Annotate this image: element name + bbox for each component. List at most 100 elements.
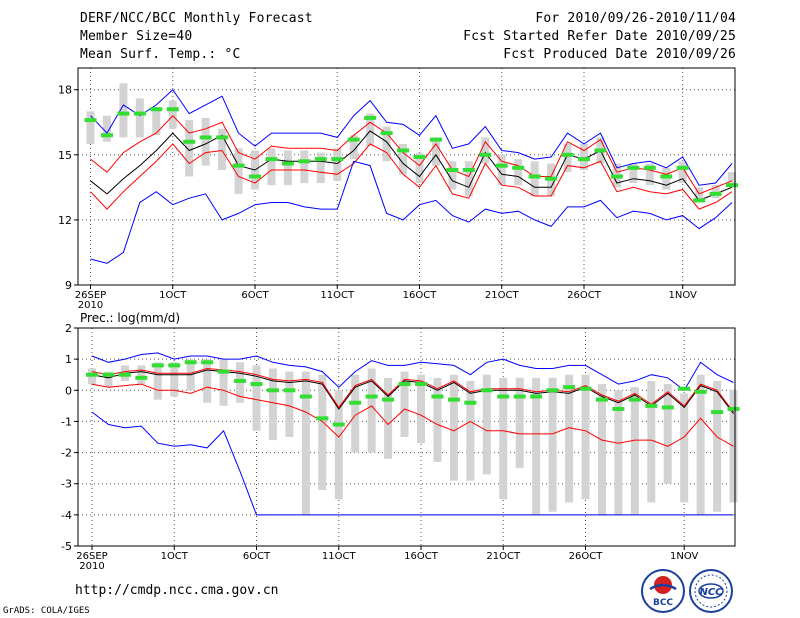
temp-median-marker xyxy=(413,154,426,159)
temp-median-marker xyxy=(347,137,360,142)
prec-range-box xyxy=(729,390,738,503)
prec-range-box xyxy=(663,384,672,484)
prec-y-tick-label: -5 xyxy=(61,540,72,553)
temp-range-box xyxy=(530,161,539,197)
temp-range-box xyxy=(415,152,424,184)
prec-range-box xyxy=(482,374,491,475)
prec-range-box xyxy=(203,359,212,403)
prec-x-tick-label: 11OCT xyxy=(322,551,357,562)
temp-plot-frame xyxy=(77,67,736,286)
temp-x-tick-label: 11OCT xyxy=(320,290,355,301)
prec-range-box xyxy=(680,393,689,503)
prec-median-marker xyxy=(283,388,296,393)
temp-x-tick-label: 26SEP xyxy=(75,290,106,301)
temp-median-marker xyxy=(693,198,706,203)
temp-median-marker xyxy=(100,133,113,138)
temp-range-box xyxy=(580,143,588,170)
temp-median-marker xyxy=(232,163,245,168)
prec-median-marker xyxy=(447,397,460,402)
prec-series-ensemble-mean xyxy=(91,369,734,414)
footer-url[interactable]: http://cmdp.ncc.cma.gov.cn xyxy=(75,583,279,598)
prec-median-marker xyxy=(595,397,608,402)
prec-median-marker xyxy=(645,403,658,408)
prec-median-marker xyxy=(217,369,230,374)
temp-range-box xyxy=(168,100,177,129)
prec-range-box xyxy=(581,374,590,500)
temp-x-tick-label: 1NOV xyxy=(669,290,698,301)
temp-median-marker xyxy=(183,139,196,144)
prec-median-marker xyxy=(86,372,98,377)
temp-range-box xyxy=(234,148,243,194)
temp-x-tick-label: 26OCT xyxy=(567,290,602,301)
temp-range-box xyxy=(497,154,506,186)
prec-range-box xyxy=(630,387,639,515)
prec-y-tick-label: 1 xyxy=(65,353,72,366)
temp-median-marker xyxy=(166,107,179,112)
prec-range-box xyxy=(367,368,376,453)
temp-range-box xyxy=(300,150,309,184)
temp-x-tick-label: 6OCT xyxy=(241,290,269,301)
prec-x-tick-sublabel: 2010 xyxy=(79,561,104,572)
temp-series-ensemble-max xyxy=(90,88,733,186)
fcst-produced-date: Fcst Produced Date 2010/09/26 xyxy=(503,47,736,62)
temp-range-box xyxy=(399,143,408,175)
temp-range-box xyxy=(448,161,457,190)
temp-y-tick-label: 18 xyxy=(58,84,72,97)
temp-range-box xyxy=(218,128,227,170)
prec-median-marker xyxy=(530,394,543,399)
prec-median-marker xyxy=(628,397,641,402)
prec-x-tick-label: 6OCT xyxy=(243,551,271,562)
temp-median-marker xyxy=(199,135,212,140)
prec-median-marker xyxy=(694,389,707,394)
temp-range-box xyxy=(316,152,325,184)
prec-range-box xyxy=(515,377,524,469)
prec-range-box xyxy=(499,377,508,500)
prec-median-marker xyxy=(612,406,625,411)
temp-median-marker xyxy=(561,152,574,157)
prec-series-mean-spread xyxy=(91,367,734,413)
prec-range-box xyxy=(104,371,113,388)
temp-median-marker xyxy=(429,137,442,142)
temp-median-marker xyxy=(265,157,278,162)
temp-median-marker xyxy=(331,157,344,162)
fcst-started-date: Fcst Started Refer Date 2010/09/25 xyxy=(463,29,736,44)
prec-range-box xyxy=(417,374,425,444)
prec-range-box xyxy=(466,380,475,481)
temp-median-marker xyxy=(726,183,739,188)
prec-range-box xyxy=(268,368,277,441)
prec-range-box xyxy=(532,377,541,515)
prec-median-marker xyxy=(168,363,181,368)
temp-range-box xyxy=(135,98,144,138)
temp-range-box xyxy=(431,137,440,166)
prec-range-box xyxy=(301,371,310,515)
temp-range-box xyxy=(102,115,111,142)
prec-median-marker xyxy=(711,410,724,415)
prec-range-box xyxy=(696,374,705,515)
prec-median-marker xyxy=(513,394,526,399)
temp-median-marker xyxy=(660,174,673,179)
temp-range-box xyxy=(333,148,342,181)
prec-series-ensemble-max xyxy=(91,352,734,392)
prec-range-box xyxy=(597,384,606,515)
temp-median-marker xyxy=(462,167,475,172)
prec-median-marker xyxy=(365,394,378,399)
prec-median-marker xyxy=(135,375,148,380)
temp-median-marker xyxy=(446,167,459,172)
temp-median-marker xyxy=(249,174,261,179)
temp-series-mean-spread xyxy=(90,114,733,195)
ncc-logo-icon: NCC xyxy=(689,569,733,613)
prec-range-box xyxy=(433,377,442,462)
prec-range-box xyxy=(137,365,146,385)
temp-median-marker xyxy=(150,107,163,112)
temp-range-box xyxy=(267,148,276,186)
prec-median-marker xyxy=(415,382,427,387)
temp-range-box xyxy=(464,161,473,197)
prec-x-tick-label: 21OCT xyxy=(486,551,521,562)
prec-range-box xyxy=(548,377,557,512)
prec-range-box xyxy=(565,374,574,503)
temp-range-box xyxy=(629,163,638,184)
temp-median-marker xyxy=(643,165,656,170)
prec-y-tick-label: 2 xyxy=(65,322,72,335)
prec-median-marker xyxy=(299,394,312,399)
temp-median-marker xyxy=(528,174,541,179)
